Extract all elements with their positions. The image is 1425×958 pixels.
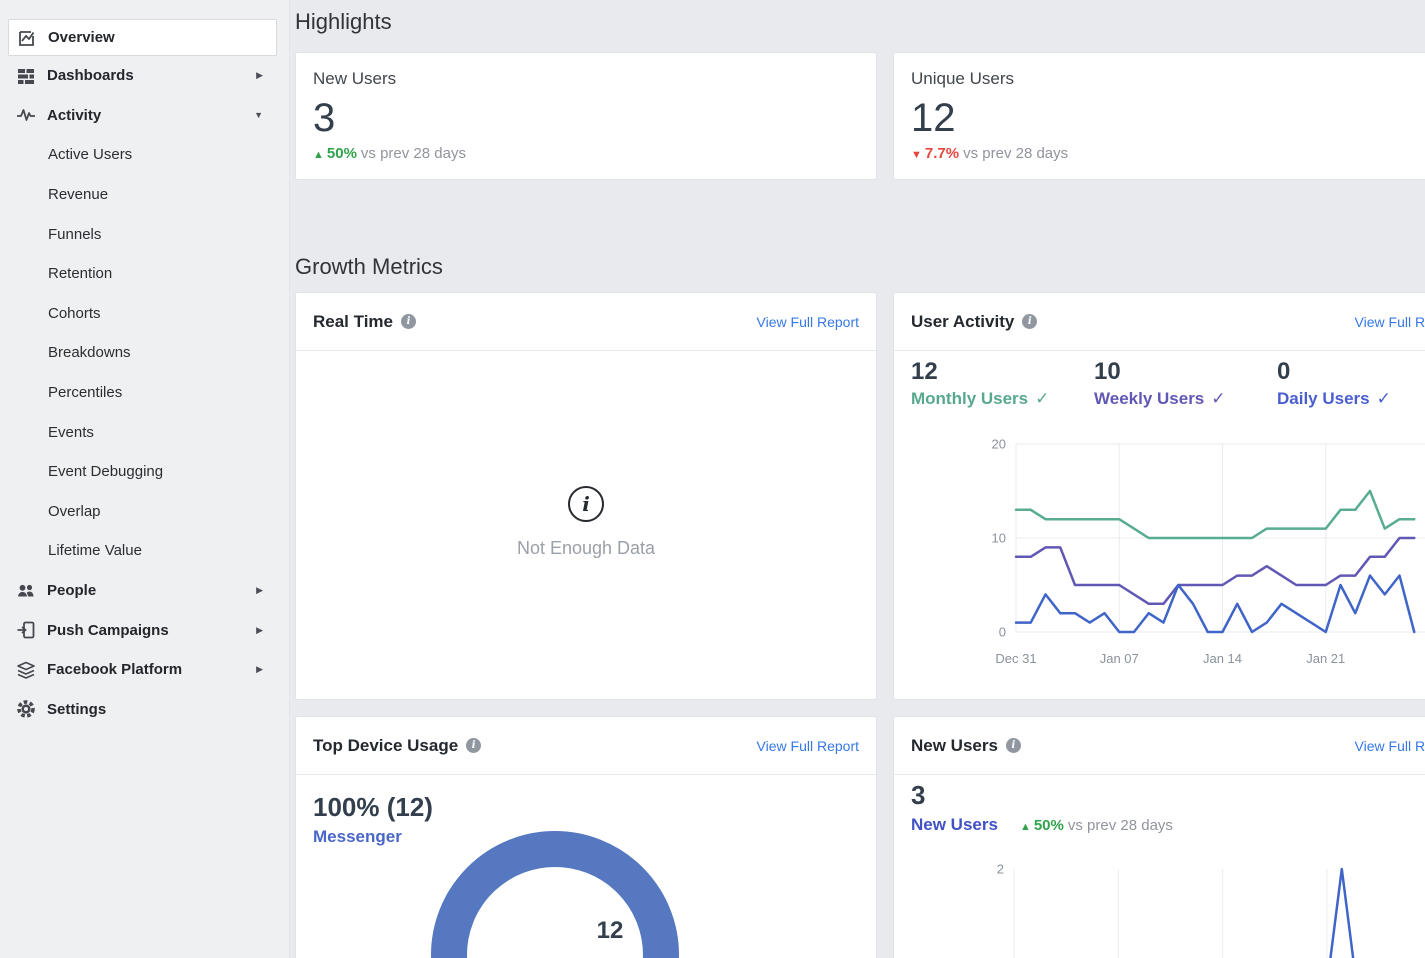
sidebar-item-overlap[interactable]: Overlap bbox=[48, 502, 101, 520]
metric-value: 3 bbox=[911, 780, 926, 810]
section-title-highlights: Highlights bbox=[295, 9, 392, 34]
sidebar-item-label: Dashboards bbox=[47, 67, 134, 85]
view-full-report-link[interactable]: View Full Report bbox=[1354, 313, 1425, 330]
sidebar-item-settings[interactable]: Settings bbox=[0, 690, 289, 730]
sidebar-item-overview[interactable]: Overview bbox=[8, 19, 277, 56]
svg-text:20: 20 bbox=[992, 437, 1006, 452]
user-activity-legend: 12 Monthly Users 10 Weekly Users 0 Daily… bbox=[911, 357, 1425, 409]
new-users-line-chart: 2 bbox=[997, 862, 1355, 958]
sidebar-item-label: Activity bbox=[47, 106, 102, 124]
trend-up-icon: ▲ bbox=[1019, 821, 1031, 833]
legend-monthly-users[interactable]: 12 Monthly Users bbox=[911, 357, 1094, 409]
push-campaigns-icon bbox=[16, 620, 36, 640]
card-header: New Users View Full Report bbox=[894, 717, 1425, 775]
info-icon[interactable] bbox=[401, 314, 417, 329]
sidebar-item-lifetime-value[interactable]: Lifetime Value bbox=[48, 542, 142, 560]
card-title: New Users bbox=[911, 735, 998, 755]
legend-daily-users[interactable]: 0 Daily Users bbox=[1277, 357, 1425, 409]
sidebar-item-activity[interactable]: Activity ▼ bbox=[0, 96, 289, 136]
legend-weekly-users[interactable]: 10 Weekly Users bbox=[1094, 357, 1277, 409]
overview-chart-icon bbox=[17, 28, 37, 48]
chevron-right-icon: ▶ bbox=[256, 624, 263, 635]
card-user-activity: User Activity View Full Report 12 Monthl… bbox=[893, 292, 1425, 700]
svg-text:Jan 21: Jan 21 bbox=[1306, 651, 1345, 666]
growth-metrics-grid: Real Time View Full Report Not Enough Da… bbox=[295, 292, 1425, 958]
metric-delta: ▼ 7.7% vs prev 28 days bbox=[911, 145, 1069, 162]
sidebar-item-percentiles[interactable]: Percentiles bbox=[48, 384, 123, 402]
dashboards-grid-icon bbox=[16, 66, 36, 86]
sidebar-item-facebook-platform[interactable]: Facebook Platform ▶ bbox=[0, 650, 289, 690]
series-label[interactable]: New Users bbox=[911, 815, 998, 834]
empty-state-text: Not Enough Data bbox=[516, 538, 656, 558]
card-title: Real Time bbox=[313, 311, 394, 331]
new-users-summary: 3 New Users ▲ 50% vs prev 28 days bbox=[911, 779, 1173, 835]
card-real-time: Real Time View Full Report Not Enough Da… bbox=[295, 292, 877, 700]
view-full-report-link[interactable]: View Full Report bbox=[1354, 737, 1425, 754]
metric-delta: ▲ 50% vs prev 28 days bbox=[1019, 817, 1173, 834]
check-icon bbox=[1028, 389, 1049, 408]
metric-label: Unique Users bbox=[911, 69, 1014, 88]
chevron-right-icon: ▶ bbox=[256, 664, 263, 675]
sidebar-item-cohorts[interactable]: Cohorts bbox=[48, 304, 101, 322]
chevron-right-icon: ▶ bbox=[256, 70, 263, 81]
sidebar-item-push-campaigns[interactable]: Push Campaigns ▶ bbox=[0, 610, 289, 650]
sidebar-item-label: Overview bbox=[48, 29, 115, 46]
section-title-growth-metrics: Growth Metrics bbox=[295, 254, 443, 279]
chevron-down-icon: ▼ bbox=[254, 110, 263, 121]
metric-value: 3 bbox=[313, 96, 336, 140]
view-full-report-link[interactable]: View Full Report bbox=[756, 313, 859, 330]
device-label[interactable]: Messenger bbox=[313, 827, 402, 846]
card-top-device-usage: Top Device Usage View Full Report 100% (… bbox=[295, 716, 877, 958]
sidebar: Overview Dashboards ▶ Activity ▼ Active … bbox=[0, 0, 290, 958]
metric-delta: ▲ 50% vs prev 28 days bbox=[313, 145, 466, 162]
sidebar-item-retention[interactable]: Retention bbox=[48, 265, 113, 283]
card-header: Top Device Usage View Full Report bbox=[296, 717, 876, 775]
sidebar-item-people[interactable]: People ▶ bbox=[0, 571, 289, 611]
svg-text:Jan 07: Jan 07 bbox=[1100, 651, 1139, 666]
svg-text:10: 10 bbox=[992, 531, 1006, 546]
sidebar-item-breakdowns[interactable]: Breakdowns bbox=[48, 344, 131, 362]
empty-state: Not Enough Data bbox=[296, 486, 876, 559]
metric-label: New Users bbox=[313, 69, 397, 88]
highlight-card-unique-users: Unique Users 12 ▼ 7.7% vs prev 28 days bbox=[893, 52, 1425, 180]
sidebar-item-funnels[interactable]: Funnels bbox=[48, 225, 102, 243]
top-device-summary: 100% (12) Messenger bbox=[313, 791, 433, 847]
donut-center-label: 12 bbox=[596, 917, 624, 944]
sidebar-item-dashboards[interactable]: Dashboards ▶ bbox=[0, 56, 289, 96]
info-circle-icon bbox=[568, 486, 604, 522]
highlights-row: New Users 3 ▲ 50% vs prev 28 days Unique U… bbox=[295, 52, 1425, 180]
svg-text:Dec 31: Dec 31 bbox=[995, 651, 1036, 666]
gear-icon bbox=[16, 699, 36, 719]
card-title: User Activity bbox=[911, 311, 1015, 331]
info-icon[interactable] bbox=[1005, 738, 1021, 753]
svg-text:0: 0 bbox=[999, 625, 1006, 640]
metric-value: 12 bbox=[911, 96, 956, 140]
people-icon bbox=[16, 581, 36, 601]
svg-text:2: 2 bbox=[997, 862, 1004, 877]
card-title: Top Device Usage bbox=[313, 735, 459, 755]
info-icon[interactable] bbox=[466, 738, 482, 753]
trend-up-icon: ▲ bbox=[313, 149, 324, 161]
view-full-report-link[interactable]: View Full Report bbox=[756, 737, 859, 754]
check-icon bbox=[1370, 389, 1391, 408]
card-header: User Activity View Full Report bbox=[894, 293, 1425, 351]
layers-icon bbox=[16, 660, 36, 680]
card-new-users: New Users View Full Report 3 New Users ▲… bbox=[893, 716, 1425, 958]
sidebar-item-event-debugging[interactable]: Event Debugging bbox=[48, 463, 164, 481]
trend-down-icon: ▼ bbox=[911, 149, 922, 161]
highlight-card-new-users: New Users 3 ▲ 50% vs prev 28 days bbox=[295, 52, 877, 180]
main-content: Highlights New Users 3 ▲ 50% vs prev 28 da… bbox=[290, 0, 1425, 958]
sidebar-item-active-users[interactable]: Active Users bbox=[48, 146, 133, 164]
sidebar-item-events[interactable]: Events bbox=[48, 423, 94, 441]
check-icon bbox=[1204, 389, 1225, 408]
card-header: Real Time View Full Report bbox=[296, 293, 876, 351]
sidebar-item-revenue[interactable]: Revenue bbox=[48, 186, 109, 204]
chevron-right-icon: ▶ bbox=[256, 585, 263, 596]
metric-value: 100% (12) bbox=[313, 792, 433, 822]
activity-pulse-icon bbox=[16, 105, 36, 125]
user-activity-line-chart: Dec 31 Jan 07 Jan 14 Jan 21 0 10 20 bbox=[992, 437, 1425, 666]
svg-text:Jan 14: Jan 14 bbox=[1203, 651, 1242, 666]
info-icon[interactable] bbox=[1022, 314, 1038, 329]
